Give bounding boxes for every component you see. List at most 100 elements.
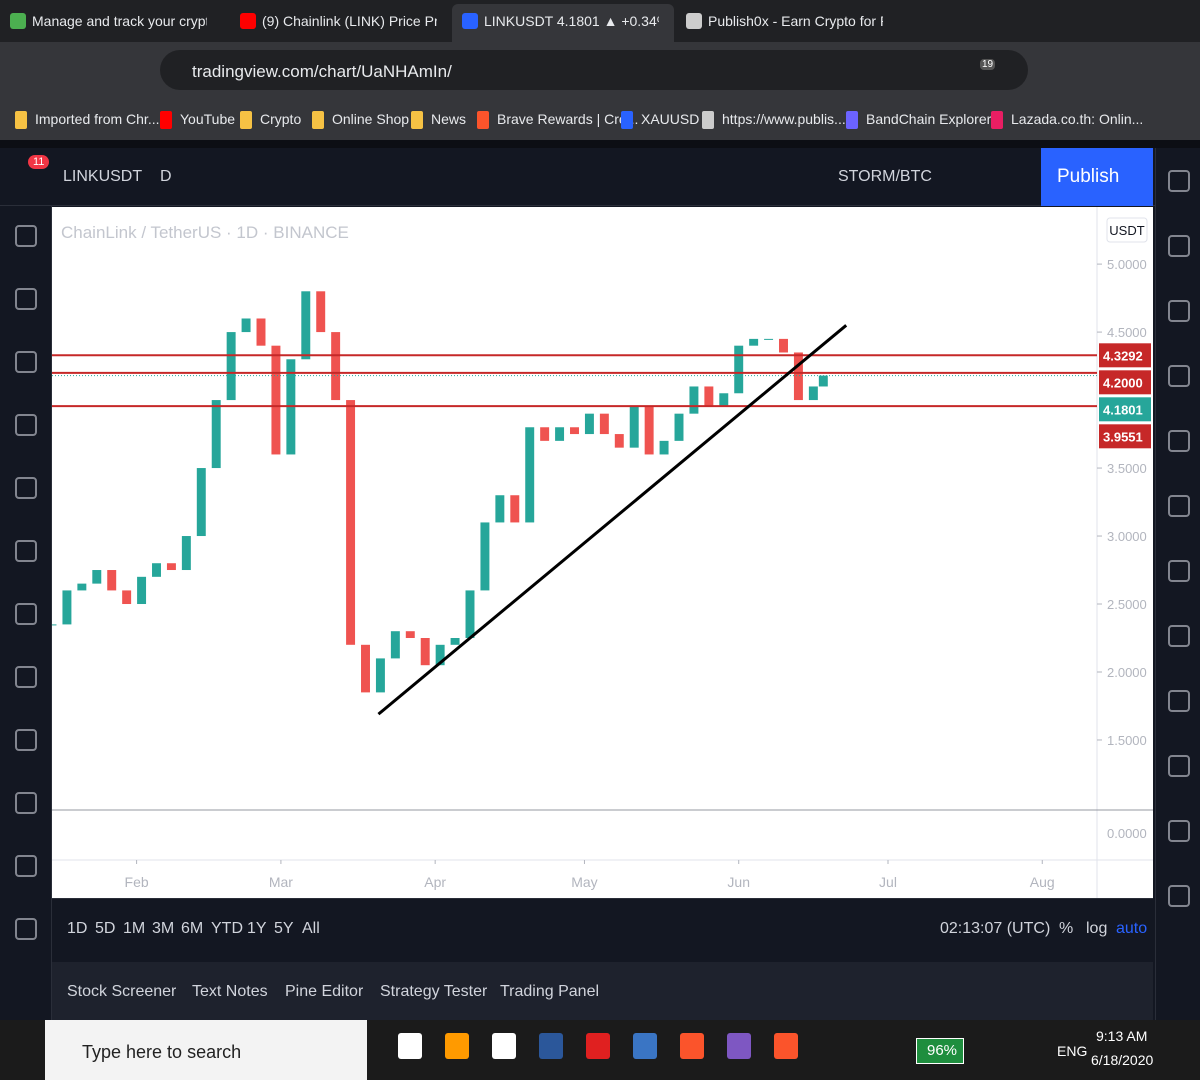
candle <box>301 291 311 360</box>
macd-zero-label: 0.0000 <box>1107 826 1147 841</box>
bookmark[interactable]: BandChain Explorer... <box>866 111 1003 127</box>
search-box[interactable] <box>45 1020 367 1080</box>
candle <box>719 393 729 407</box>
percent-toggle[interactable]: % <box>1059 920 1074 937</box>
candle <box>77 583 87 591</box>
y-tick-label: 4.5000 <box>1107 325 1147 340</box>
publish-label[interactable]: Publish <box>1057 166 1120 187</box>
tab-icon <box>462 13 478 29</box>
bottom-tab[interactable]: Text Notes <box>192 983 268 1000</box>
side-icon[interactable] <box>1168 820 1190 842</box>
range-button[interactable]: 5Y <box>274 920 294 937</box>
taskbar-app[interactable] <box>398 1033 422 1059</box>
taskbar-app[interactable] <box>727 1033 751 1059</box>
compare-symbol[interactable]: STORM/BTC <box>838 168 932 185</box>
bookmark[interactable]: Crypto <box>260 111 302 127</box>
bottom-tab[interactable]: Strategy Tester <box>380 983 488 1000</box>
side-icon[interactable] <box>1168 560 1190 582</box>
side-icon[interactable] <box>1168 495 1190 517</box>
bottom-tab[interactable]: Stock Screener <box>67 983 177 1000</box>
tool-icon[interactable] <box>15 792 37 814</box>
candle <box>390 631 400 659</box>
range-button[interactable]: YTD <box>211 920 243 937</box>
candle <box>450 638 460 645</box>
symbol[interactable]: LINKUSDT <box>63 168 143 185</box>
taskbar-app[interactable] <box>633 1033 657 1059</box>
side-icon[interactable] <box>1168 885 1190 907</box>
range-button[interactable]: 6M <box>181 920 204 937</box>
candle <box>808 386 818 401</box>
tool-icon[interactable] <box>15 288 37 310</box>
tool-icon[interactable] <box>15 351 37 373</box>
tab-title[interactable]: LINKUSDT 4.1801 ▲ +0.34% STORI <box>484 13 659 29</box>
bottom-tab[interactable]: Pine Editor <box>285 983 364 1000</box>
bookmark[interactable]: News <box>431 111 467 127</box>
candle <box>196 468 206 537</box>
tool-icon[interactable] <box>15 414 37 436</box>
taskbar-app[interactable] <box>680 1033 704 1059</box>
side-icon[interactable] <box>1168 170 1190 192</box>
log-toggle[interactable]: log <box>1086 920 1108 937</box>
range-button[interactable]: 1Y <box>247 920 267 937</box>
address-bar[interactable] <box>160 50 1028 90</box>
tool-icon[interactable] <box>15 477 37 499</box>
candle <box>599 413 609 435</box>
side-icon[interactable] <box>1168 365 1190 387</box>
url[interactable]: tradingview.com/chart/UaNHAmIn/ <box>192 62 452 81</box>
side-icon[interactable] <box>1168 235 1190 257</box>
tool-icon[interactable] <box>15 540 37 562</box>
tool-icon[interactable] <box>15 729 37 751</box>
trend-line <box>377 324 848 716</box>
bottom-tab[interactable]: Trading Panel <box>500 983 600 1000</box>
candle <box>764 338 774 340</box>
bookmark[interactable]: https://www.publis... <box>722 111 846 127</box>
auto-toggle[interactable]: auto <box>1116 920 1148 937</box>
range-button[interactable]: 3M <box>152 920 175 937</box>
tool-icon[interactable] <box>15 918 37 940</box>
search-placeholder[interactable]: Type here to search <box>82 1042 242 1062</box>
tool-icon[interactable] <box>15 225 37 247</box>
taskbar-app[interactable] <box>445 1033 469 1059</box>
side-icon[interactable] <box>1168 755 1190 777</box>
side-icon[interactable] <box>1168 300 1190 322</box>
price-label: 3.9551 <box>1103 429 1143 444</box>
range-button[interactable]: All <box>302 920 320 937</box>
taskbar-app[interactable] <box>492 1033 516 1059</box>
notification-badge: 11 <box>28 155 50 169</box>
tool-icon[interactable] <box>15 855 37 877</box>
candle <box>226 332 236 401</box>
tab-title[interactable]: Manage and track your cryptocurr <box>32 13 207 29</box>
candle <box>331 332 341 401</box>
range-button[interactable]: 1M <box>123 920 146 937</box>
interval[interactable]: D <box>160 168 172 185</box>
candle <box>644 406 654 455</box>
bookmark[interactable]: Imported from Chr... <box>35 111 160 127</box>
bookmark[interactable]: Lazada.co.th: Onlin... <box>1011 111 1144 127</box>
price-label-box <box>1099 397 1151 422</box>
candle <box>704 386 714 407</box>
bookmark[interactable]: YouTube <box>180 111 236 127</box>
range-button[interactable]: 1D <box>67 920 88 937</box>
bookmark[interactable]: XAUUSD <box>641 111 700 127</box>
side-icon[interactable] <box>1168 690 1190 712</box>
taskbar-app[interactable] <box>774 1033 798 1059</box>
x-tick-label: Aug <box>1030 874 1055 890</box>
tool-icon[interactable] <box>15 666 37 688</box>
tab-icon <box>686 13 702 29</box>
tab-title[interactable]: (9) Chainlink (LINK) Price Predictior <box>262 13 437 29</box>
taskbar-app[interactable] <box>586 1033 610 1059</box>
taskbar-app[interactable] <box>539 1033 563 1059</box>
chart-title: ChainLink / TetherUS · 1D · BINANCE <box>61 223 349 242</box>
range-button[interactable]: 5D <box>95 920 116 937</box>
x-tick-label: Feb <box>125 874 149 890</box>
side-icon[interactable] <box>1168 625 1190 647</box>
browser-tab[interactable] <box>452 4 674 42</box>
side-icon[interactable] <box>1168 430 1190 452</box>
candle <box>62 590 72 625</box>
tab-title[interactable]: Publish0x - Earn Crypto for Publish <box>708 13 883 29</box>
tool-icon[interactable] <box>15 603 37 625</box>
bookmark[interactable]: Brave Rewards | Cre... <box>497 111 639 127</box>
bookmark[interactable]: Online Shop <box>332 111 410 127</box>
publish-button[interactable] <box>1041 148 1153 206</box>
